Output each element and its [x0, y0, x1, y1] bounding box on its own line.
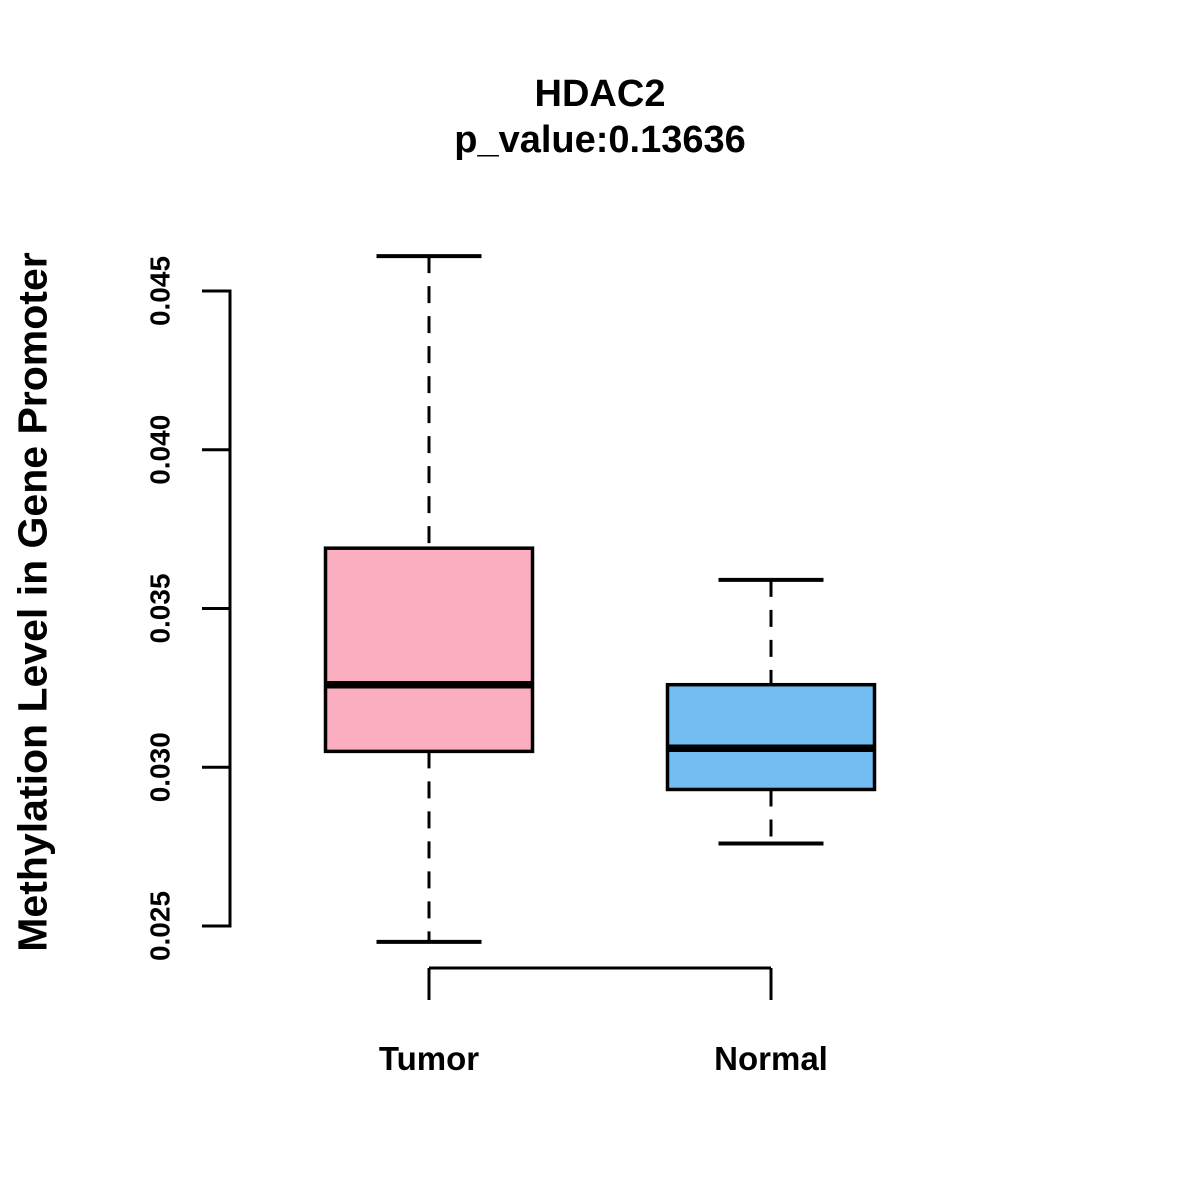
y-tick-label: 0.040 — [145, 415, 176, 485]
chart-title: HDAC2 — [534, 73, 666, 115]
y-tick-label: 0.035 — [145, 573, 176, 643]
box-normal — [665, 682, 877, 792]
x-category-label-normal: Normal — [714, 1040, 828, 1077]
box-tumor — [323, 546, 535, 754]
y-tick-label: 0.045 — [145, 256, 176, 326]
p-value-subtitle: p_value:0.13636 — [454, 119, 746, 161]
x-category-label-tumor: Tumor — [379, 1040, 479, 1077]
y-tick-label: 0.025 — [145, 891, 176, 961]
y-tick-label: 0.030 — [145, 732, 176, 802]
chart-title-block: HDAC2 p_value:0.13636 — [0, 71, 1200, 163]
